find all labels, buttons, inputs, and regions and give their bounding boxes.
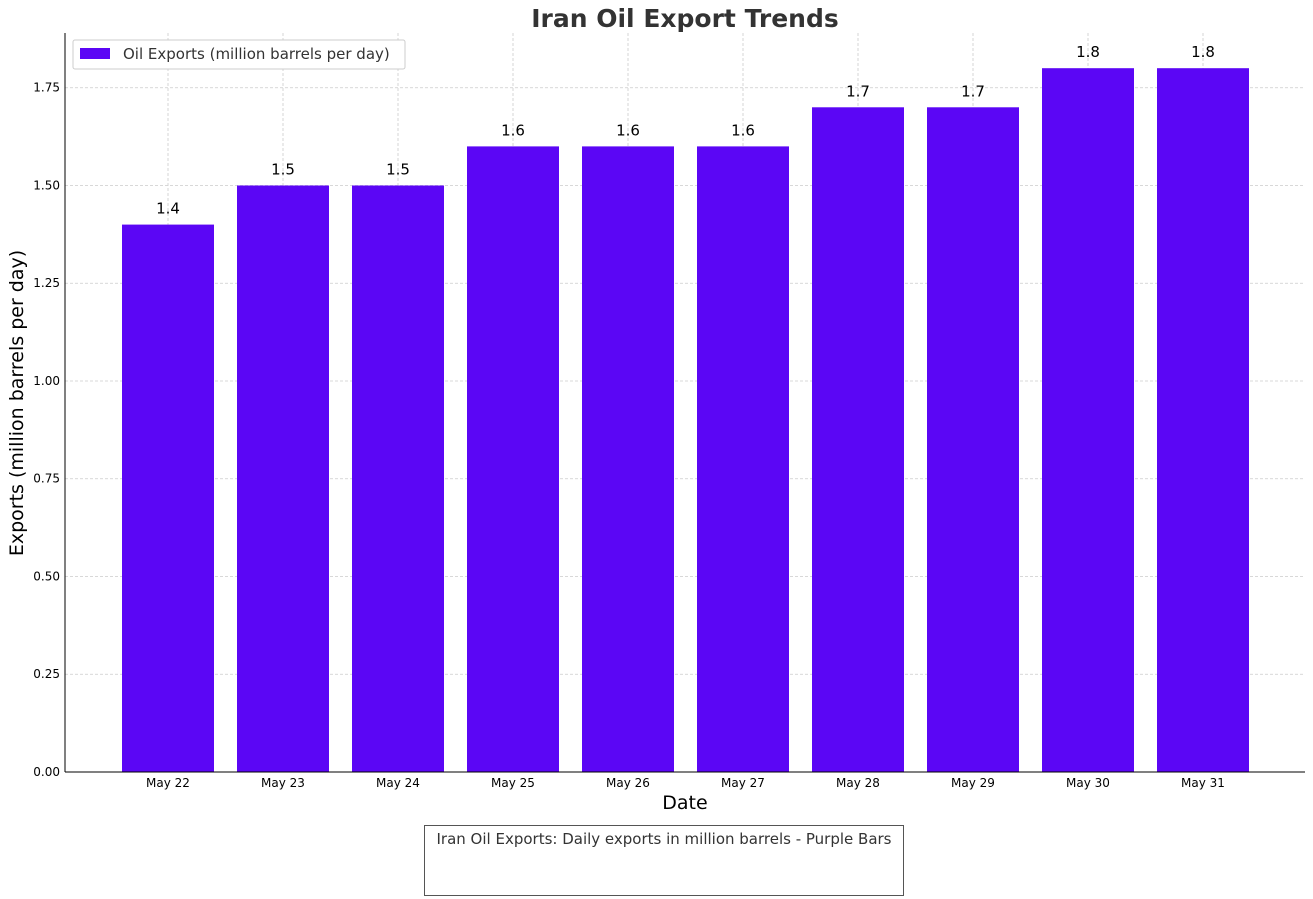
bar-value-label: 1.5 bbox=[271, 160, 295, 178]
bar bbox=[122, 224, 214, 772]
bar bbox=[582, 146, 674, 772]
x-tick-label: May 22 bbox=[146, 776, 190, 790]
bar bbox=[352, 185, 444, 772]
bar-chart: 1.41.5 1.51.6 1.6 1.61.7 1.71.8 1.8 0.000.250… bbox=[6, 4, 1305, 814]
legend-swatch bbox=[80, 48, 110, 59]
bar-value-label: 1.8 bbox=[1191, 43, 1215, 61]
x-tick-labels: May 22 May 23 May 24 May 25 May 26 May 27 May … bbox=[146, 776, 1225, 790]
x-tick-label: May 24 bbox=[376, 776, 420, 790]
legend-label: Oil Exports (million barrels per day) bbox=[123, 45, 390, 63]
bar-value-label: 1.5 bbox=[386, 160, 410, 178]
bar-value-label: 1.8 bbox=[1076, 43, 1100, 61]
caption-text: Iran Oil Exports: Daily exports in milli… bbox=[436, 830, 892, 848]
y-tick-label: 0.50 bbox=[33, 569, 60, 583]
bar-value-label: 1.6 bbox=[501, 121, 525, 139]
bar-value-labels: 1.4 1.5 1.5 1.6 1.6 1.6 1.7 1.7 1.8 1.8 bbox=[156, 43, 1215, 217]
bar bbox=[697, 146, 789, 772]
chart-title: Iran Oil Export Trends bbox=[531, 4, 839, 33]
legend: Oil Exports (million barrels per day) bbox=[72, 39, 406, 70]
caption-box: Iran Oil Exports: Daily exports in milli… bbox=[424, 825, 904, 896]
y-axis-label: Exports (million barrels per day) bbox=[6, 250, 28, 556]
bar bbox=[1042, 68, 1134, 772]
y-tick-label: 1.25 bbox=[33, 276, 60, 290]
x-tick-label: May 31 bbox=[1181, 776, 1225, 790]
bars bbox=[122, 68, 1249, 772]
bar bbox=[237, 185, 329, 772]
y-tick-label: 0.00 bbox=[33, 765, 60, 779]
bar-value-label: 1.6 bbox=[731, 121, 755, 139]
y-tick-label: 1.00 bbox=[33, 374, 60, 388]
y-tick-label: 0.25 bbox=[33, 667, 60, 681]
x-tick-label: May 25 bbox=[491, 776, 535, 790]
axes bbox=[64, 33, 1305, 773]
bar-value-label: 1.7 bbox=[846, 82, 870, 100]
bar-value-label: 1.4 bbox=[156, 200, 180, 218]
bar-value-label: 1.6 bbox=[616, 121, 640, 139]
y-tick-label: 1.75 bbox=[33, 81, 60, 95]
x-tick-label: May 26 bbox=[606, 776, 650, 790]
bar bbox=[812, 107, 904, 772]
y-tick-label: 0.75 bbox=[33, 472, 60, 486]
y-tick-labels: 0.00 0.25 0.50 0.75 1.00 1.25 1.50 1.75 bbox=[33, 81, 60, 779]
y-tick-label: 1.50 bbox=[33, 178, 60, 192]
bar bbox=[1157, 68, 1249, 772]
x-tick-label: May 23 bbox=[261, 776, 305, 790]
bar-value-label: 1.7 bbox=[961, 82, 985, 100]
x-axis-label: Date bbox=[662, 792, 707, 814]
legend-box bbox=[72, 39, 406, 70]
bar bbox=[927, 107, 1019, 772]
bar bbox=[467, 146, 559, 772]
x-tick-label: May 29 bbox=[951, 776, 995, 790]
x-tick-label: May 30 bbox=[1066, 776, 1110, 790]
x-tick-label: May 27 bbox=[721, 776, 765, 790]
x-tick-label: May 28 bbox=[836, 776, 880, 790]
